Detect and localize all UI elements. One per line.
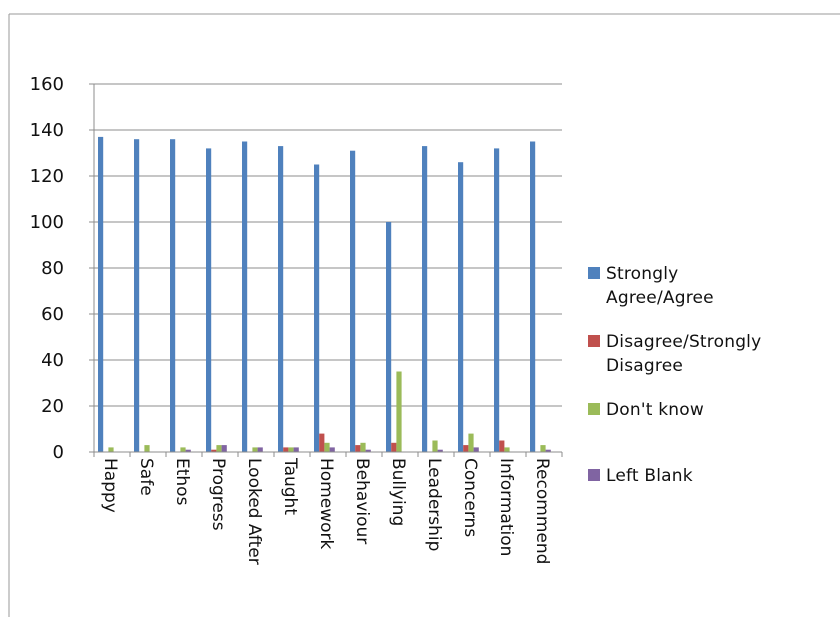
bar xyxy=(437,449,443,452)
bar xyxy=(386,222,392,452)
bar xyxy=(329,447,335,452)
bar xyxy=(545,449,551,452)
legend: Strongly Agree/Agree Disagree/Strongly D… xyxy=(588,262,838,488)
bar xyxy=(134,139,140,452)
bar xyxy=(144,445,150,452)
bar xyxy=(206,148,212,452)
x-tick-label: Homework xyxy=(316,458,336,549)
x-tick-label: Leadership xyxy=(424,458,444,551)
bar xyxy=(278,146,284,452)
legend-swatch xyxy=(588,267,600,279)
bar xyxy=(293,447,299,452)
y-tick-label: 160 xyxy=(30,74,64,95)
bar xyxy=(494,148,500,452)
x-tick-label: Ethos xyxy=(172,458,192,506)
bar xyxy=(355,445,361,452)
legend-swatch xyxy=(588,403,600,415)
y-tick-label: 120 xyxy=(30,166,64,187)
legend-label: Strongly Agree/Agree xyxy=(606,264,714,308)
bar xyxy=(108,447,114,452)
legend-swatch xyxy=(588,335,600,347)
bar xyxy=(391,442,397,452)
gridlines xyxy=(94,83,562,407)
x-tick-label: Looked After xyxy=(244,458,264,565)
legend-label: Disagree/Strongly Disagree xyxy=(606,332,762,376)
bar xyxy=(365,449,371,452)
x-tick-label: Recommend xyxy=(532,458,552,564)
bar xyxy=(170,139,176,452)
bar xyxy=(499,440,505,452)
x-tick-label: Information xyxy=(496,458,516,556)
bar xyxy=(422,146,428,452)
x-tick-label: Behaviour xyxy=(352,458,372,544)
y-tick-label: 0 xyxy=(53,442,64,463)
bar xyxy=(463,445,469,452)
bar xyxy=(432,440,438,452)
bar xyxy=(98,136,104,452)
bar xyxy=(252,447,258,452)
y-tick-label: 20 xyxy=(41,396,64,417)
bar xyxy=(360,442,366,452)
bar xyxy=(530,141,536,452)
y-tick-label: 140 xyxy=(30,120,64,141)
bar xyxy=(468,433,474,452)
x-tick-label: Taught xyxy=(280,457,300,515)
legend-label: Left Blank xyxy=(606,466,693,486)
bar xyxy=(350,150,356,452)
legend-item-disagree: Disagree/Strongly Disagree xyxy=(588,330,838,398)
bar xyxy=(324,442,330,452)
x-tick-label: Progress xyxy=(208,458,228,531)
x-tick-label: Bullying xyxy=(388,458,408,526)
bar xyxy=(458,162,464,452)
x-tick-label: Concerns xyxy=(460,458,480,537)
bar xyxy=(504,447,510,452)
y-tick-label: 60 xyxy=(41,304,64,325)
legend-item-dont-know: Don't know xyxy=(588,398,838,464)
legend-swatch xyxy=(588,469,600,481)
bars-group xyxy=(98,136,551,452)
bar xyxy=(216,445,222,452)
y-tick-label: 100 xyxy=(30,212,64,233)
y-tick-label: 40 xyxy=(41,350,64,371)
x-tick-labels: Happy Safe Ethos Progress Looked After Taught… xyxy=(100,457,552,565)
bar xyxy=(540,445,546,452)
bar xyxy=(319,433,325,452)
bar xyxy=(257,447,263,452)
bar xyxy=(211,449,217,452)
bar xyxy=(283,447,289,452)
bar xyxy=(288,447,294,452)
bar xyxy=(221,445,227,452)
legend-item-left-blank: Left Blank xyxy=(588,464,838,488)
y-tick-labels: 0 20 40 60 80 100 120 140 160 xyxy=(30,74,64,463)
x-tick-label: Safe xyxy=(136,458,156,496)
bar xyxy=(185,449,191,452)
bar xyxy=(242,141,248,452)
x-tick-label: Happy xyxy=(100,458,120,513)
legend-item-strongly-agree: Strongly Agree/Agree xyxy=(588,262,838,330)
axes xyxy=(89,83,563,457)
y-tick-label: 80 xyxy=(41,258,64,279)
bar xyxy=(314,164,320,452)
bar xyxy=(473,447,479,452)
legend-label: Don't know xyxy=(606,400,704,420)
bar xyxy=(396,371,402,452)
bar xyxy=(180,447,186,452)
